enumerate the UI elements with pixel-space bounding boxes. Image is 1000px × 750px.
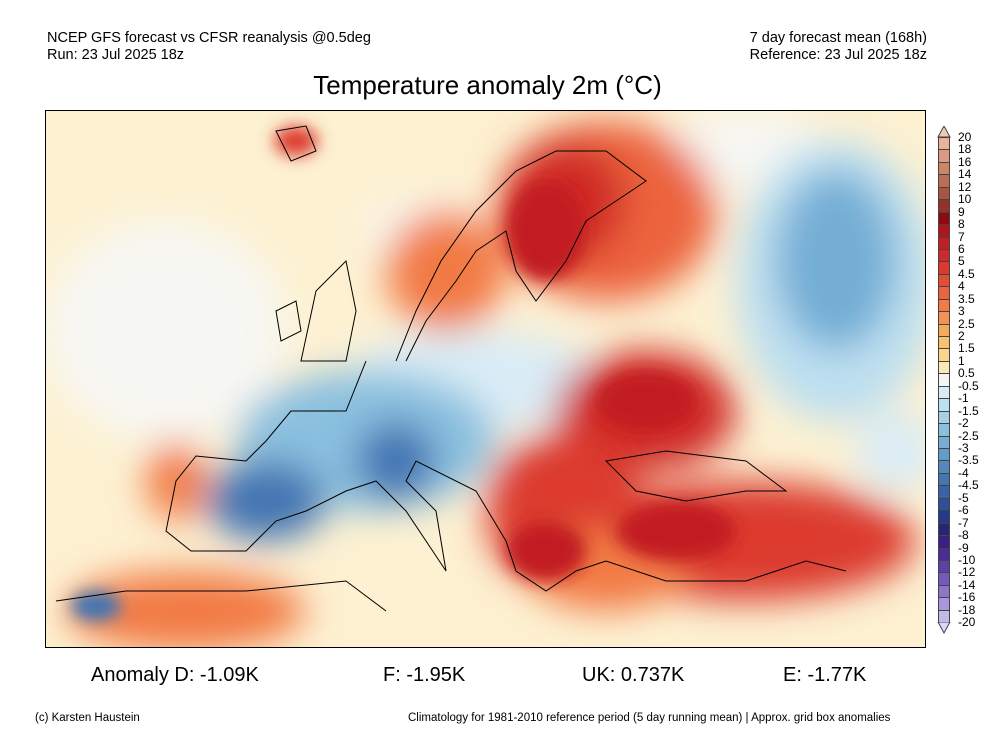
colorbar-label: 3 [958,304,965,319]
colorbar-bin [938,472,950,487]
anomaly-shading [46,111,925,647]
reference-time: Reference: 23 Jul 2025 18z [749,47,927,63]
colorbar-label: -20 [958,615,976,630]
colorbar-bin [938,448,950,462]
colorbar-label: -8 [958,528,969,543]
colorbar-label: -6 [958,503,969,518]
colorbar-label: -9 [958,540,969,555]
colorbar-label: -0.5 [958,378,979,393]
colorbar-bin [938,174,950,188]
colorbar-bin [938,584,950,599]
colorbar-bin [938,224,950,238]
colorbar-bin [938,186,950,201]
colorbar-label: 14 [958,167,972,182]
colorbar-bin [938,510,950,524]
run-time: Run: 23 Jul 2025 18z [47,47,185,63]
colorbar-label: 20 [958,130,972,144]
colorbar-bin [938,373,950,387]
colorbar-label: 3.5 [958,291,975,306]
colorbar-bin [938,323,950,338]
colorbar-label: 12 [958,179,972,194]
colorbar-label: 9 [958,204,965,219]
colorbar-bin [938,261,950,275]
colorbar-bin [938,199,950,213]
climatology-note: Climatology for 1981-2010 reference peri… [408,712,891,724]
colorbar-bin [938,398,950,412]
forecast-period: 7 day forecast mean (168h) [749,30,927,46]
colorbar-bin [938,137,950,151]
anomaly-map [45,110,926,648]
colorbar-bin [938,547,950,561]
colorbar-bin [938,535,950,549]
colorbar-bin [938,485,950,499]
colorbar-label: -2 [958,416,969,431]
colorbar-label: -1.5 [958,403,979,418]
colorbar-bin [938,336,950,350]
colorbar-label: 4.5 [958,266,975,281]
colorbar-bin [938,609,950,624]
colorbar-bin [938,236,950,250]
colorbar-bin [938,286,950,300]
map-title: Temperature anomaly 2m (°C) [313,70,662,100]
colorbar-bin [938,410,950,425]
colorbar-label: -18 [958,602,976,617]
colorbar-bin [938,298,950,313]
colorbar-bin [938,211,950,226]
anomaly-france: F: -1.95K [383,664,466,686]
colorbar-bin [938,273,950,288]
colorbar-label: 4 [958,279,965,294]
colorbar-label: -7 [958,515,969,530]
colorbar-bin [938,522,950,537]
colorbar-label: 8 [958,217,965,232]
anomaly-field [46,111,925,647]
colorbar-label: 18 [958,142,972,157]
colorbar-label: 2.5 [958,316,975,331]
colorbar-label: -10 [958,552,976,567]
colorbar-label: -4.5 [958,478,979,493]
anomaly-uk: UK: 0.737K [582,664,685,686]
colorbar-label: 2 [958,329,965,344]
copyright: (c) Karsten Haustein [35,712,140,724]
colorbar-bin [938,460,950,474]
colorbar-bin [938,423,950,437]
colorbar-bin [938,360,950,375]
colorbar-min-arrow [937,622,951,635]
colorbar-label: -4 [958,465,969,480]
colorbar-bin [938,497,950,512]
anomaly-germany: Anomaly D: -1.09K [91,664,259,686]
colorbar-label: 1 [958,353,965,368]
anomaly-europe: E: -1.77K [783,664,867,686]
colorbar-bin [938,435,950,449]
colorbar-bin [938,149,950,163]
colorbar-label: -3 [958,441,969,455]
colorbar-label: 0.5 [958,366,975,381]
colorbar-bin [938,559,950,574]
colorbar-bin [938,161,950,176]
colorbar-label: 1.5 [958,341,975,356]
colorbar-bin [938,348,950,362]
colorbar-bin [938,572,950,586]
colorbar-label: -3.5 [958,453,979,468]
colorbar-label: 16 [958,154,972,169]
colorbar-label: -14 [958,577,976,592]
colorbar-bin [938,597,950,611]
colorbar-bin [938,385,950,400]
colorbar-label: 10 [958,192,972,207]
colorbar-label: -16 [958,590,976,605]
coastlines [55,125,847,612]
colorbar-label: 5 [958,254,965,269]
colorbar-label: -5 [958,490,969,505]
colorbar-label: -2.5 [958,428,979,443]
colorbar-bin [938,311,950,325]
colorbar-label: 6 [958,241,965,256]
colorbar-label: -1 [958,391,969,406]
colorbar-label: -12 [958,565,976,580]
colorbar-bin [938,248,950,263]
model-description: NCEP GFS forecast vs CFSR reanalysis @0.… [47,30,371,46]
colorbar-label: 7 [958,229,965,244]
